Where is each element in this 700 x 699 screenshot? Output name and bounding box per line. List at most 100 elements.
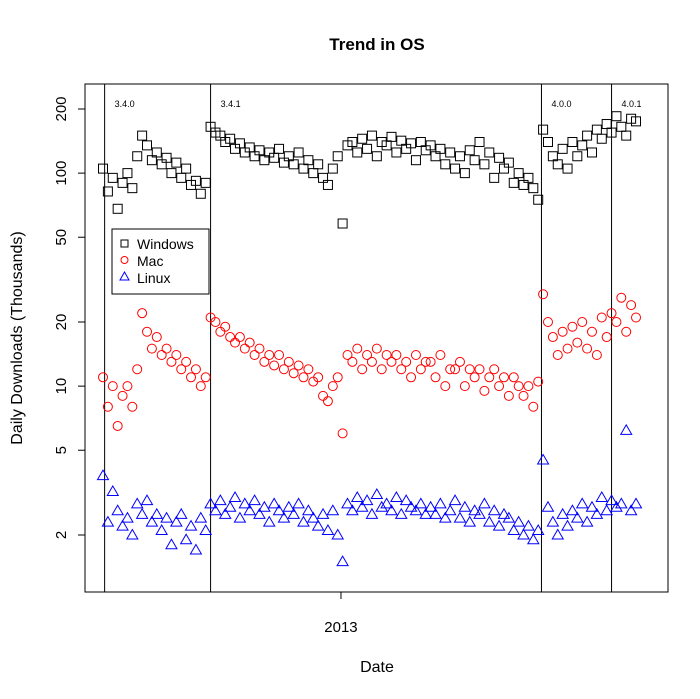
linux-point (429, 507, 442, 519)
windows-point (567, 136, 578, 147)
mac-point (430, 372, 441, 383)
windows-point (450, 163, 461, 174)
linux-point (218, 507, 232, 519)
mac-point (557, 326, 568, 337)
linux-point (243, 504, 257, 516)
windows-point (542, 136, 553, 147)
mac-point (318, 390, 329, 401)
linux-point (282, 500, 296, 512)
linux-point (277, 511, 291, 523)
mac-point (146, 343, 157, 354)
windows-point (357, 133, 368, 144)
linux-point (619, 423, 633, 435)
linux-point (375, 500, 389, 512)
linux-point (160, 511, 173, 523)
mac-point (503, 390, 514, 401)
mac-point (552, 349, 563, 360)
release-label: 4.0.0 (551, 99, 571, 109)
y-tick-label: 100 (53, 161, 70, 186)
linux-point (443, 504, 457, 516)
legend: Windows Mac Linux (111, 228, 210, 295)
windows-point (332, 151, 343, 162)
linux-point (292, 497, 305, 509)
windows-point (122, 168, 133, 179)
mac-point (112, 420, 123, 431)
linux-point (541, 500, 555, 512)
linux-point (204, 497, 217, 509)
mac-point (577, 317, 588, 327)
windows-point (200, 177, 211, 188)
mac-point (479, 385, 490, 396)
windows-point (489, 172, 500, 183)
windows-point (132, 151, 143, 162)
mac-point (107, 381, 118, 392)
windows-point (586, 147, 597, 158)
linux-point (101, 515, 115, 527)
release-label: 4.0.1 (622, 99, 642, 109)
mac-point (264, 349, 275, 360)
windows-point (538, 124, 549, 135)
linux-point (116, 519, 129, 531)
windows-point (161, 152, 172, 163)
mac-point (591, 349, 602, 360)
windows-point (313, 159, 324, 170)
mac-point (489, 364, 500, 375)
mac-point (381, 349, 392, 360)
mac-point (513, 381, 524, 392)
windows-point (288, 159, 299, 170)
y-axis-label: Daily Downloads (Thousands) (9, 231, 26, 444)
linux-point (209, 504, 222, 516)
linux-point (106, 485, 120, 497)
linux-point (463, 515, 477, 527)
linux-point (184, 519, 198, 531)
linux-point (492, 519, 506, 531)
linux-point (473, 507, 486, 519)
mac-point (508, 372, 519, 383)
linux-point (311, 519, 325, 531)
windows-point (552, 159, 563, 170)
mac-point (631, 312, 641, 323)
mac-point (166, 356, 177, 367)
mac-point (171, 349, 182, 360)
mac-point (181, 356, 192, 367)
mac-point (195, 381, 206, 392)
linux-point (297, 515, 310, 527)
mac-point (376, 364, 387, 375)
linux-point (497, 507, 511, 519)
mac-point (406, 372, 417, 383)
linux-point (507, 523, 521, 535)
mac-point (274, 349, 285, 360)
mac-point (127, 401, 138, 412)
windows-point (591, 124, 602, 135)
mac-point (239, 343, 250, 354)
mac-point (464, 364, 475, 375)
linux-point (585, 500, 599, 512)
windows-point (352, 147, 363, 158)
windows-point (396, 135, 407, 146)
linux-point (238, 497, 252, 509)
mac-point (288, 368, 299, 379)
mac-point (469, 372, 480, 383)
linux-point (424, 500, 437, 512)
windows-point (410, 155, 421, 166)
mac-point (371, 343, 382, 354)
linux-point (145, 515, 159, 527)
mac-point (117, 390, 128, 401)
linux-point (341, 497, 354, 509)
mac-point (586, 326, 597, 337)
windows-point (386, 131, 397, 142)
mac-point (459, 381, 470, 392)
windows-point (225, 133, 236, 144)
mac-point (137, 308, 148, 319)
linux-point (306, 511, 320, 523)
windows-point (415, 136, 426, 147)
linux-point (355, 500, 369, 512)
y-tick-label: 10 (53, 378, 70, 395)
mac-point (283, 356, 294, 367)
windows-point (327, 163, 338, 174)
linux-point (316, 507, 330, 519)
mac-point (259, 356, 270, 367)
mac-point (538, 289, 549, 300)
mac-point (161, 343, 172, 354)
linux-point (478, 497, 491, 509)
